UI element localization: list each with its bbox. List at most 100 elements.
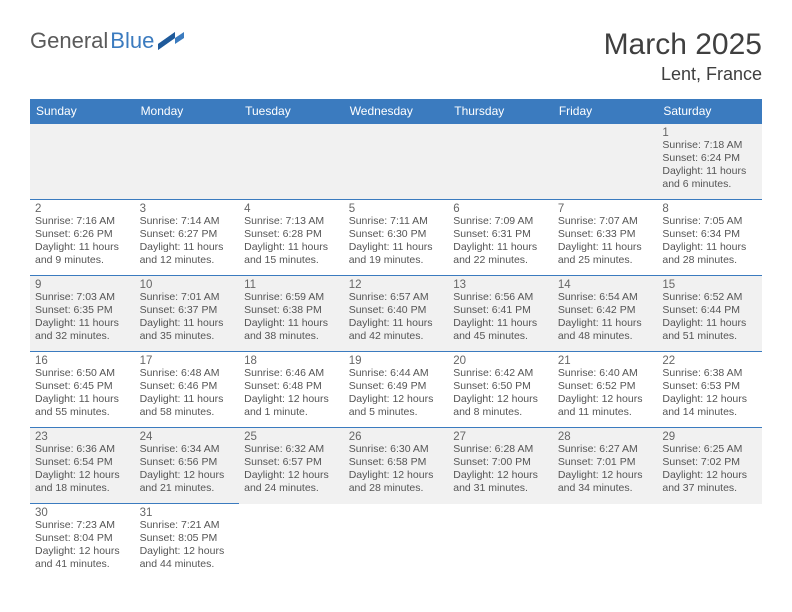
sunrise-line: Sunrise: 6:50 AM — [35, 367, 130, 380]
sunrise-line: Sunrise: 6:57 AM — [349, 291, 444, 304]
calendar-cell-empty — [553, 504, 658, 580]
sunset-line: Sunset: 6:30 PM — [349, 228, 444, 241]
sunset-line: Sunset: 6:28 PM — [244, 228, 339, 241]
day-number: 23 — [35, 431, 130, 443]
sunset-line: Sunset: 6:48 PM — [244, 380, 339, 393]
day-number: 3 — [140, 203, 235, 215]
sunrise-line: Sunrise: 7:23 AM — [35, 519, 130, 532]
calendar-body: 1Sunrise: 7:18 AMSunset: 6:24 PMDaylight… — [30, 124, 762, 580]
daylight-line: Daylight: 12 hours and 24 minutes. — [244, 469, 339, 495]
daylight-line: Daylight: 11 hours and 42 minutes. — [349, 317, 444, 343]
calendar-cell: 30Sunrise: 7:23 AMSunset: 8:04 PMDayligh… — [30, 504, 135, 580]
calendar-cell: 3Sunrise: 7:14 AMSunset: 6:27 PMDaylight… — [135, 200, 240, 276]
calendar-cell: 11Sunrise: 6:59 AMSunset: 6:38 PMDayligh… — [239, 276, 344, 352]
calendar-row: 30Sunrise: 7:23 AMSunset: 8:04 PMDayligh… — [30, 504, 762, 580]
daylight-line: Daylight: 12 hours and 37 minutes. — [662, 469, 757, 495]
sunrise-line: Sunrise: 7:05 AM — [662, 215, 757, 228]
day-number: 15 — [662, 279, 757, 291]
daylight-line: Daylight: 11 hours and 55 minutes. — [35, 393, 130, 419]
day-number: 5 — [349, 203, 444, 215]
day-number: 6 — [453, 203, 548, 215]
sunset-line: Sunset: 6:45 PM — [35, 380, 130, 393]
logo: General Blue — [30, 28, 184, 54]
calendar-cell: 25Sunrise: 6:32 AMSunset: 6:57 PMDayligh… — [239, 428, 344, 504]
sunrise-line: Sunrise: 6:38 AM — [662, 367, 757, 380]
daylight-line: Daylight: 12 hours and 11 minutes. — [558, 393, 653, 419]
calendar-cell: 31Sunrise: 7:21 AMSunset: 8:05 PMDayligh… — [135, 504, 240, 580]
calendar-cell: 9Sunrise: 7:03 AMSunset: 6:35 PMDaylight… — [30, 276, 135, 352]
sunrise-line: Sunrise: 7:21 AM — [140, 519, 235, 532]
page-title: March 2025 — [604, 28, 762, 62]
calendar-cell: 27Sunrise: 6:28 AMSunset: 7:00 PMDayligh… — [448, 428, 553, 504]
daylight-line: Daylight: 11 hours and 38 minutes. — [244, 317, 339, 343]
daylight-line: Daylight: 11 hours and 6 minutes. — [662, 165, 757, 191]
day-number: 24 — [140, 431, 235, 443]
sunset-line: Sunset: 6:54 PM — [35, 456, 130, 469]
daylight-line: Daylight: 11 hours and 32 minutes. — [35, 317, 130, 343]
daylight-line: Daylight: 11 hours and 51 minutes. — [662, 317, 757, 343]
calendar-cell: 22Sunrise: 6:38 AMSunset: 6:53 PMDayligh… — [657, 352, 762, 428]
sunset-line: Sunset: 6:40 PM — [349, 304, 444, 317]
sunrise-line: Sunrise: 6:48 AM — [140, 367, 235, 380]
calendar-cell: 7Sunrise: 7:07 AMSunset: 6:33 PMDaylight… — [553, 200, 658, 276]
calendar-cell-empty — [30, 124, 135, 200]
daylight-line: Daylight: 12 hours and 41 minutes. — [35, 545, 130, 571]
sunrise-line: Sunrise: 7:16 AM — [35, 215, 130, 228]
sunset-line: Sunset: 6:58 PM — [349, 456, 444, 469]
calendar-cell: 29Sunrise: 6:25 AMSunset: 7:02 PMDayligh… — [657, 428, 762, 504]
calendar-cell: 21Sunrise: 6:40 AMSunset: 6:52 PMDayligh… — [553, 352, 658, 428]
title-block: March 2025 Lent, France — [604, 28, 762, 85]
sunset-line: Sunset: 6:27 PM — [140, 228, 235, 241]
logo-text-general: General — [30, 28, 108, 54]
calendar-cell-empty — [135, 124, 240, 200]
sunrise-line: Sunrise: 7:18 AM — [662, 139, 757, 152]
sunset-line: Sunset: 6:56 PM — [140, 456, 235, 469]
sunset-line: Sunset: 6:34 PM — [662, 228, 757, 241]
day-number: 11 — [244, 279, 339, 291]
calendar-cell-empty — [448, 124, 553, 200]
calendar-cell-empty — [448, 504, 553, 580]
sunset-line: Sunset: 7:01 PM — [558, 456, 653, 469]
calendar-cell: 15Sunrise: 6:52 AMSunset: 6:44 PMDayligh… — [657, 276, 762, 352]
daylight-line: Daylight: 11 hours and 35 minutes. — [140, 317, 235, 343]
sunset-line: Sunset: 6:49 PM — [349, 380, 444, 393]
day-number: 31 — [140, 507, 235, 519]
calendar-table: SundayMondayTuesdayWednesdayThursdayFrid… — [30, 99, 762, 580]
day-number: 25 — [244, 431, 339, 443]
calendar-row: 16Sunrise: 6:50 AMSunset: 6:45 PMDayligh… — [30, 352, 762, 428]
location-subtitle: Lent, France — [604, 64, 762, 85]
sunset-line: Sunset: 6:52 PM — [558, 380, 653, 393]
sunrise-line: Sunrise: 6:42 AM — [453, 367, 548, 380]
day-number: 9 — [35, 279, 130, 291]
calendar-cell: 4Sunrise: 7:13 AMSunset: 6:28 PMDaylight… — [239, 200, 344, 276]
calendar-row: 9Sunrise: 7:03 AMSunset: 6:35 PMDaylight… — [30, 276, 762, 352]
logo-text-blue: Blue — [110, 28, 154, 54]
day-number: 19 — [349, 355, 444, 367]
weekday-header: Friday — [553, 99, 658, 124]
day-number: 8 — [662, 203, 757, 215]
calendar-cell-empty — [344, 124, 449, 200]
calendar-cell: 17Sunrise: 6:48 AMSunset: 6:46 PMDayligh… — [135, 352, 240, 428]
calendar-row: 23Sunrise: 6:36 AMSunset: 6:54 PMDayligh… — [30, 428, 762, 504]
sunset-line: Sunset: 6:26 PM — [35, 228, 130, 241]
sunrise-line: Sunrise: 7:14 AM — [140, 215, 235, 228]
weekday-header: Wednesday — [344, 99, 449, 124]
day-number: 27 — [453, 431, 548, 443]
weekday-header: Sunday — [30, 99, 135, 124]
sunset-line: Sunset: 6:50 PM — [453, 380, 548, 393]
daylight-line: Daylight: 12 hours and 31 minutes. — [453, 469, 548, 495]
day-number: 26 — [349, 431, 444, 443]
daylight-line: Daylight: 11 hours and 15 minutes. — [244, 241, 339, 267]
day-number: 21 — [558, 355, 653, 367]
calendar-row: 1Sunrise: 7:18 AMSunset: 6:24 PMDaylight… — [30, 124, 762, 200]
calendar-cell: 2Sunrise: 7:16 AMSunset: 6:26 PMDaylight… — [30, 200, 135, 276]
sunset-line: Sunset: 8:04 PM — [35, 532, 130, 545]
weekday-header: Saturday — [657, 99, 762, 124]
calendar-cell: 28Sunrise: 6:27 AMSunset: 7:01 PMDayligh… — [553, 428, 658, 504]
calendar-cell: 13Sunrise: 6:56 AMSunset: 6:41 PMDayligh… — [448, 276, 553, 352]
sunrise-line: Sunrise: 7:07 AM — [558, 215, 653, 228]
sunrise-line: Sunrise: 7:09 AM — [453, 215, 548, 228]
daylight-line: Daylight: 12 hours and 5 minutes. — [349, 393, 444, 419]
calendar-cell: 24Sunrise: 6:34 AMSunset: 6:56 PMDayligh… — [135, 428, 240, 504]
day-number: 30 — [35, 507, 130, 519]
